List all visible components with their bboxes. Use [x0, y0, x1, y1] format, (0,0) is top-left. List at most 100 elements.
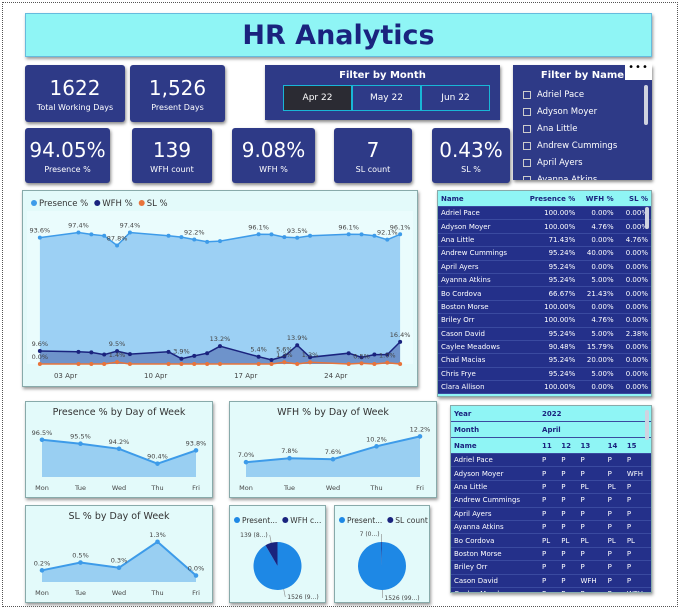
matrix-name: Boston Morse — [451, 547, 540, 562]
point — [39, 568, 45, 573]
kpi-value: 94.05% — [29, 137, 106, 162]
data-label: 1.3% — [149, 531, 166, 539]
table-cell: 100.00% — [519, 300, 579, 315]
data-label: 97.4% — [120, 222, 141, 230]
matrix-year: 2022 — [539, 406, 651, 422]
point — [346, 362, 351, 366]
month-button[interactable]: Jun 22 — [421, 85, 490, 111]
name-option[interactable]: Andrew Cummings — [523, 137, 652, 154]
data-label: 96.1% — [248, 223, 269, 231]
table-cell: 0.00% — [578, 233, 617, 248]
point — [295, 235, 300, 240]
legend-marker — [339, 517, 345, 523]
x-tick-label: Tue — [74, 484, 86, 492]
matrix-label: Year — [451, 406, 540, 422]
table-cell: 4.76% — [616, 233, 651, 248]
name-text: Ayanna Atkins — [537, 174, 598, 181]
point — [205, 239, 210, 244]
leader-line — [283, 589, 286, 597]
name-option[interactable]: April Ayers — [523, 154, 652, 171]
data-label: 10.2% — [366, 435, 387, 443]
table-cell: 95.24% — [519, 327, 579, 341]
total-cell: Total — [438, 393, 520, 396]
table-cell: 5.00% — [578, 273, 617, 288]
matrix-cell: P — [539, 520, 559, 535]
month-button[interactable]: May 22 — [352, 85, 421, 111]
name-option[interactable]: Adyson Moyer — [523, 103, 652, 120]
matrix-name: Andrew Cummings — [451, 493, 540, 508]
table-cell: 0.00% — [616, 380, 651, 395]
kpi-label: WFH % — [259, 164, 288, 174]
matrix-cell: P — [623, 520, 651, 535]
table-row: Clara Allison 100.00% 0.00% 0.00% — [438, 380, 651, 395]
data-label: 94.2% — [109, 438, 130, 446]
day-header: 11 — [539, 437, 559, 454]
checkbox[interactable] — [523, 158, 531, 167]
table-cell: Chad Macias — [438, 353, 520, 368]
checkbox[interactable] — [523, 175, 531, 180]
point — [127, 352, 132, 357]
point — [398, 339, 403, 344]
table-cell: Bo Cordova — [438, 286, 520, 301]
matrix-cell: P — [604, 560, 624, 575]
data-label: 1526 (9...) — [287, 594, 318, 601]
kpi-card: 9.08% WFH % — [232, 128, 315, 183]
legend-marker — [234, 517, 240, 523]
table-row: Chris Frye 95.24% 5.00% 0.00% — [438, 367, 651, 382]
point — [330, 456, 336, 462]
kpi-card: 139 WFH count — [132, 128, 212, 183]
legend-marker — [387, 517, 394, 523]
matrix-cell: PL — [604, 533, 624, 548]
checkbox[interactable] — [523, 124, 531, 133]
matrix-cell: P — [539, 507, 559, 521]
x-tick-label: Wed — [326, 484, 340, 492]
more-options[interactable]: ••• — [625, 62, 652, 80]
checkbox[interactable] — [523, 141, 531, 150]
table-cell: 100.00% — [519, 219, 579, 234]
point — [192, 362, 197, 366]
point — [76, 362, 81, 366]
name-option[interactable]: Adriel Pace — [523, 86, 652, 103]
chart-title: Presence % by Day of Week — [53, 407, 186, 418]
data-label: 3.9% — [173, 348, 190, 356]
matrix-cell: P — [539, 480, 559, 495]
x-tick-label: 10 Apr — [144, 372, 167, 380]
data-label: 1526 (99...) — [384, 595, 419, 602]
table-cell: 95.24% — [519, 367, 579, 382]
point — [102, 362, 107, 366]
kpi-label: WFH count — [150, 164, 194, 174]
data-label: 0.5% — [72, 552, 89, 560]
point — [256, 232, 261, 237]
x-tick-label: 03 Apr — [54, 372, 77, 380]
table-row: April Ayers 95.24% 0.00% 0.00% — [438, 260, 651, 274]
name-option[interactable]: Ana Little — [523, 120, 652, 137]
data-label: 13.2% — [210, 335, 231, 343]
total-cell: 94.05% — [519, 393, 579, 396]
name-option[interactable]: Ayanna Atkins — [523, 171, 652, 180]
table-row: Briley Orr 100.00% 4.76% 0.00% — [438, 313, 651, 328]
table-cell: 0.00% — [578, 380, 617, 395]
data-label: 1.0% — [379, 352, 396, 360]
checkbox[interactable] — [523, 107, 531, 116]
matrix-cell: P — [604, 574, 624, 588]
month-button[interactable]: Apr 22 — [283, 85, 352, 111]
data-label: 90.4% — [147, 453, 168, 461]
point — [193, 573, 199, 578]
point — [102, 352, 107, 357]
point — [346, 232, 351, 237]
table-cell: 0.00% — [616, 367, 651, 382]
point — [374, 444, 379, 449]
x-tick-label: Fri — [192, 484, 200, 492]
table-cell: 15.79% — [578, 340, 617, 355]
checkbox[interactable] — [523, 90, 531, 99]
table-row: Boston Morse 100.00% 0.00% 0.00% — [438, 300, 651, 315]
name-text: Adyson Moyer — [537, 106, 598, 117]
table-cell: Andrew Cummings — [438, 246, 520, 261]
table-row: Chad Macias 95.24% 20.00% 0.00% — [438, 353, 651, 368]
total-cell: 0.43% — [616, 393, 651, 396]
data-label: 97.4% — [68, 222, 89, 230]
matrix-cell: P — [539, 547, 559, 562]
table-cell: 0.00% — [616, 219, 651, 234]
point — [116, 446, 122, 452]
